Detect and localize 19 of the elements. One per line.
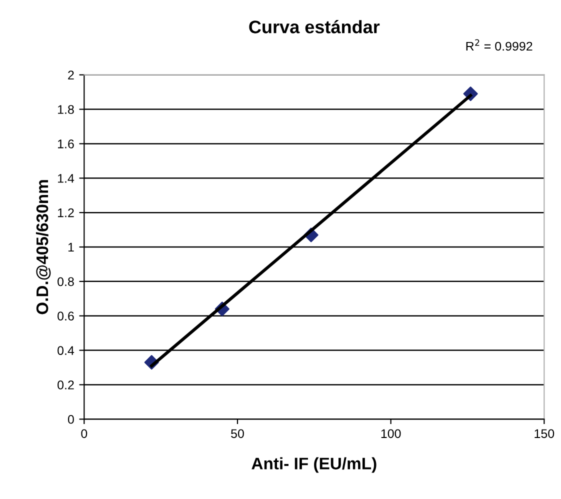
x-tick-label: 50 [231,429,244,438]
y-tick-label: 0.4 [58,346,74,355]
y-tick-label: 0.8 [58,277,74,286]
y-tick-label: 0.2 [58,380,74,390]
y-tick-label: 0 [68,414,74,424]
x-tick-label: 150 [534,429,554,438]
x-axis-title: Anti- IF (EU/mL) [252,457,376,473]
chart-title: Curva estándar [249,20,380,34]
y-tick-label: 2 [68,70,74,80]
y-tick-label: 1.6 [58,140,74,148]
y-axis-title: O.D.@405/630nm [36,180,51,314]
text: R$^{2}$ = 0.9992 [466,39,532,51]
y-tick-label: 1 [68,242,74,252]
y-tick-label: 0.6 [58,312,74,321]
y-tick-label: 1.8 [58,105,74,114]
y-tick-label: 1.2 [58,208,74,218]
y-tick-label: 1.4 [58,174,74,183]
x-tick-label: 0 [81,429,88,438]
x-tick-label: 100 [381,429,401,438]
